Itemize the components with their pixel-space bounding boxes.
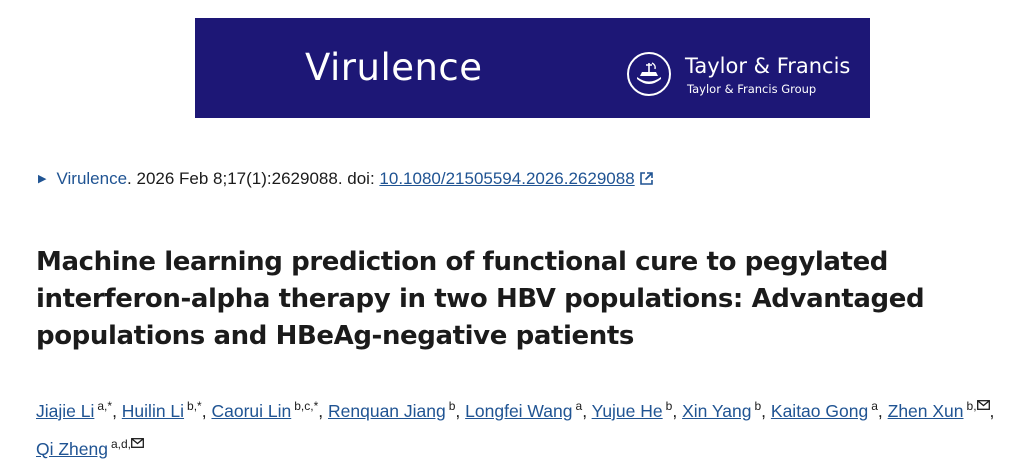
doi-link[interactable]: 10.1080/21505594.2026.2629088 xyxy=(379,169,635,188)
publisher-group: Taylor & Francis Group xyxy=(687,82,817,96)
publisher-name: Taylor & Francis xyxy=(685,54,851,78)
expand-triangle-icon[interactable]: ▶ xyxy=(38,173,47,185)
author-link[interactable]: Longfei Wang xyxy=(465,401,573,421)
citation-details: . 2026 Feb 8;17(1):2629088. doi: xyxy=(127,169,380,188)
author-list: Jiajie Li a,*, Huilin Li b,*, Caorui Lin b,… xyxy=(36,399,995,459)
citation-line: ▶ Virulence. 2026 Feb 8;17(1):2629088. do… xyxy=(38,168,654,192)
journal-banner[interactable]: Virulence Taylor & Francis Taylor & Fran… xyxy=(195,18,870,118)
author-link[interactable]: Yujue He xyxy=(591,401,663,421)
author-link[interactable]: Qi Zheng xyxy=(36,439,108,459)
author-link[interactable]: Huilin Li xyxy=(121,401,185,421)
affiliation-marker: a xyxy=(575,399,583,413)
taylor-francis-logo-icon xyxy=(627,52,671,96)
journal-name: Virulence xyxy=(305,46,483,89)
author-link[interactable]: Jiajie Li xyxy=(36,401,95,421)
affiliation-marker: a,d, xyxy=(111,437,144,451)
affiliation-marker: b xyxy=(665,399,673,413)
affiliation-marker: a xyxy=(871,399,878,413)
author-link[interactable]: Caorui Lin xyxy=(211,401,292,421)
affiliation-marker: b xyxy=(448,399,456,413)
affiliation-marker: b,* xyxy=(187,399,202,413)
mail-icon[interactable] xyxy=(976,400,990,410)
author-link[interactable]: Xin Yang xyxy=(682,401,752,421)
author-link[interactable]: Zhen Xun xyxy=(887,401,964,421)
external-link-icon[interactable] xyxy=(639,171,654,186)
mail-icon[interactable] xyxy=(131,438,144,448)
article-title: Machine learning prediction of functiona… xyxy=(36,247,925,351)
affiliation-marker: a,* xyxy=(97,399,113,413)
affiliation-marker: b, xyxy=(967,399,990,413)
affiliation-marker: b xyxy=(754,399,762,413)
author-link[interactable]: Kaitao Gong xyxy=(770,401,869,421)
journal-link[interactable]: Virulence xyxy=(56,169,128,188)
author-link[interactable]: Renquan Jiang xyxy=(328,401,446,421)
affiliation-marker: b,c,* xyxy=(294,399,319,413)
